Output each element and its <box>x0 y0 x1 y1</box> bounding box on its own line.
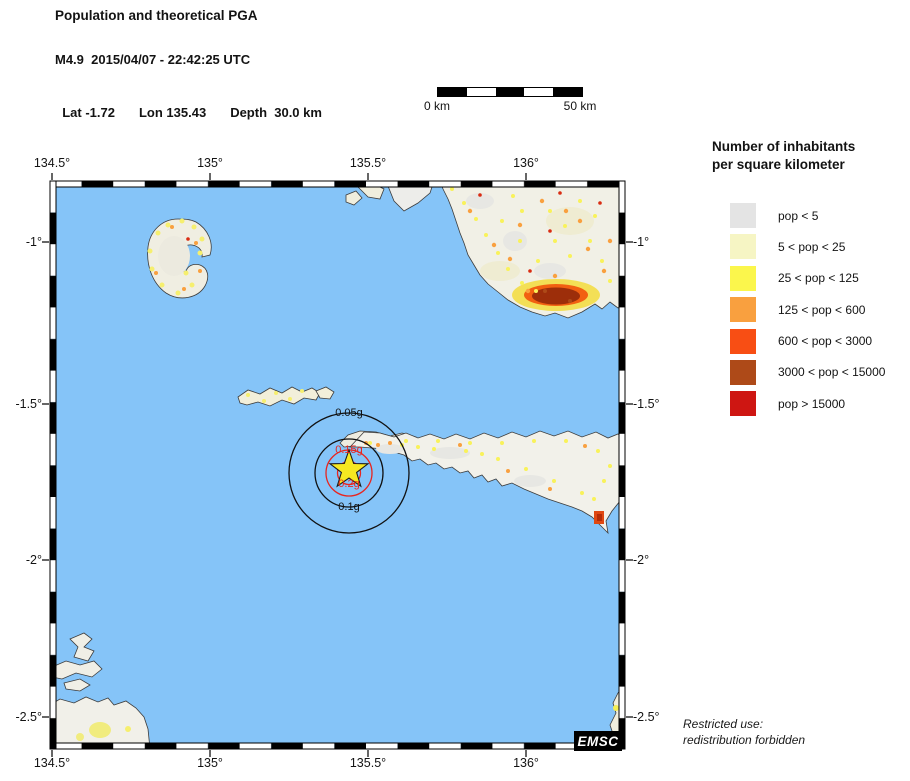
restriction-line2: redistribution forbidden <box>683 733 806 747</box>
pga-label-005g: 0.05g <box>335 407 363 419</box>
scale-segment <box>438 88 467 96</box>
usage-restriction-note: Restricted use: redistribution forbidden <box>683 716 805 748</box>
pga-label-01g: 0.1g <box>338 501 359 513</box>
map-canvas: 0.05g 0.15g 0.2g 0.1g <box>42 173 633 757</box>
map-scale-bar <box>437 87 583 97</box>
legend-row: 125 < pop < 600 <box>730 297 885 323</box>
legend-title-line1: Number of inhabitants <box>712 139 856 154</box>
map-frame <box>42 173 633 757</box>
legend-label: pop > 15000 <box>778 396 846 411</box>
lat-tick-right-1: -1.5° <box>633 397 660 411</box>
lat-tick-right-0: -1° <box>633 235 650 249</box>
legend-label: 600 < pop < 3000 <box>778 334 873 349</box>
frame-ticks <box>42 173 633 757</box>
lat-tick-left-0: -1° <box>25 235 42 249</box>
lon-tick-top-2: 135.5° <box>349 156 387 170</box>
legend-label: pop < 5 <box>778 208 819 223</box>
island-yapen <box>349 430 626 535</box>
scale-start-label: 0 km <box>423 99 451 113</box>
scale-segment <box>466 88 496 96</box>
lon-tick-top-3: 136° <box>513 156 539 170</box>
islet-west-2 <box>315 386 335 400</box>
lon-tick-bottom-1: 135° <box>197 756 223 770</box>
legend-swatch <box>730 359 756 385</box>
population-density-speckles <box>76 187 619 741</box>
pga-contour-labels: 0.05g 0.15g 0.2g 0.1g <box>335 407 363 513</box>
legend-swatch <box>730 203 756 228</box>
lon-tick-top-0: 134.5° <box>33 156 71 170</box>
lat-tick-left-1: -1.5° <box>15 397 42 411</box>
legend-swatch <box>730 391 756 417</box>
scale-end-label: 50 km <box>563 99 597 113</box>
lon-tick-top-1: 135° <box>197 156 223 170</box>
peninsula-sw-1 <box>69 632 95 662</box>
legend-row: pop < 5 <box>730 203 885 228</box>
legend-row: 3000 < pop < 15000 <box>730 359 886 385</box>
restriction-line1: Restricted use: <box>683 717 764 731</box>
legend-title-line2: per square kilometer <box>712 157 845 172</box>
legend-swatch <box>730 328 756 354</box>
scale-segment <box>524 88 554 96</box>
lon-tick-bottom-2: 135.5° <box>349 756 387 770</box>
legend-row: pop > 15000 <box>730 391 885 417</box>
pga-contour-01g <box>314 438 384 508</box>
epicenter-star-icon <box>328 448 370 488</box>
event-magnitude-time: M4.9 2015/04/07 - 22:42:25 UTC <box>55 52 251 67</box>
islet-chain-west <box>237 386 321 407</box>
legend-label: 25 < pop < 125 <box>778 271 859 286</box>
population-legend: pop < 5 5 < pop < 25 25 < pop < 125 125 … <box>730 203 885 423</box>
lat-tick-right-2: -2° <box>633 553 650 567</box>
pga-contour-005g <box>288 412 410 534</box>
scale-segment <box>553 88 582 96</box>
scale-segment <box>495 88 525 96</box>
lat-tick-left-3: -2.5° <box>15 710 42 724</box>
emsc-logo: EMSC <box>574 731 622 751</box>
legend-row: 25 < pop < 125 <box>730 265 885 291</box>
event-depth: Depth 30.0 km <box>230 105 322 120</box>
peninsula-sw-2 <box>51 660 103 680</box>
event-lat: Lat -1.72 <box>62 105 115 120</box>
event-location: Lat -1.72 Lon 135.43 Depth 30.0 km <box>55 90 322 120</box>
lon-tick-bottom-0: 134.5° <box>33 756 71 770</box>
lat-tick-left-2: -2° <box>25 553 42 567</box>
lat-tick-right-3: -2.5° <box>633 710 660 724</box>
lon-tick-bottom-3: 136° <box>513 756 539 770</box>
pga-contours <box>288 412 410 534</box>
legend-row: 5 < pop < 25 <box>730 234 885 260</box>
legend-label: 5 < pop < 25 <box>778 239 846 254</box>
page-title: Population and theoretical PGA <box>55 8 258 23</box>
islet-sw-3 <box>63 678 91 692</box>
pga-label-015g: 0.15g <box>335 444 363 456</box>
event-lon: Lon 135.43 <box>138 105 207 120</box>
legend-row: 600 < pop < 3000 <box>730 328 885 354</box>
legend-swatch <box>730 265 756 291</box>
legend-label: 125 < pop < 600 <box>778 302 866 317</box>
pga-label-02g: 0.2g <box>338 478 359 490</box>
legend-swatch <box>730 297 756 323</box>
legend-swatch <box>730 234 756 260</box>
islet-top-2 <box>345 190 363 206</box>
legend-label: 3000 < pop < 15000 <box>778 365 886 380</box>
legend-title: Number of inhabitants per square kilomet… <box>712 138 855 174</box>
